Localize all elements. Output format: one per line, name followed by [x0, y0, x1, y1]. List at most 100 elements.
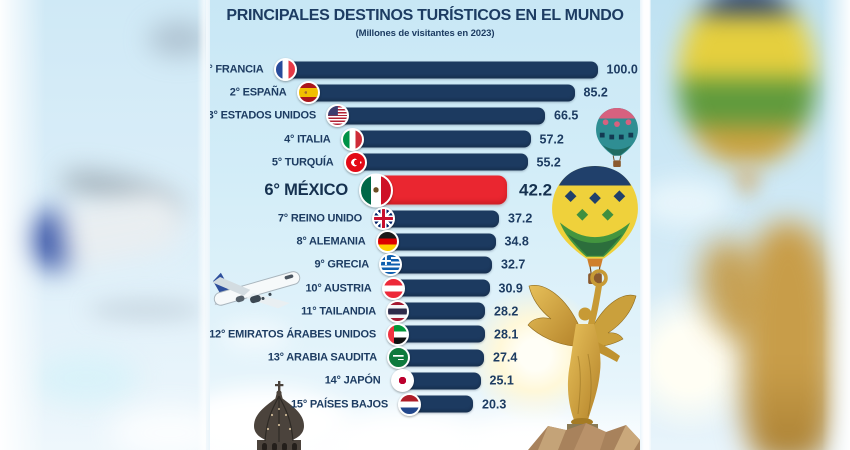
- chart-row: 10° AUSTRIA 30.9: [210, 276, 640, 300]
- gr-flag-icon: [379, 253, 402, 277]
- right-blurred-panel: [650, 0, 850, 450]
- country-label: 3° ESTADOS UNIDOS: [210, 109, 316, 122]
- bar-de: 8° ALEMANIA 34.8: [296, 230, 529, 254]
- value-label: 42.2: [519, 180, 553, 200]
- th-flag-icon: [386, 299, 409, 323]
- value-label: 37.2: [508, 211, 533, 226]
- bar-nl: 15° PAÍSES BAJOS 20.3: [291, 392, 506, 416]
- panel-divider-right: [640, 0, 651, 450]
- blurred-airplane-body: [21, 186, 189, 276]
- chart-row: 3° ESTADOS UNIDOS 66.5: [210, 104, 640, 128]
- value-label: 27.4: [493, 350, 518, 365]
- country-label: 15° PAÍSES BAJOS: [291, 398, 388, 411]
- country-label: 4° ITALIA: [284, 133, 331, 146]
- country-label: 6° MÉXICO: [264, 180, 348, 199]
- blurred-cloud: [110, 408, 206, 450]
- value-label: 55.2: [536, 155, 561, 170]
- us-flag-icon: [326, 104, 349, 128]
- panel-divider-left: [197, 0, 210, 450]
- bar-mx: 6° MÉXICO 42.2: [264, 173, 552, 208]
- jp-flag-icon: [390, 369, 414, 393]
- at-flag-icon: [381, 276, 405, 300]
- country-label: 8° ALEMANIA: [296, 235, 366, 248]
- bar-chart: 1° FRANCIA 100.0 2° ESPAÑA 85.2 3° ESTADOS U…: [210, 58, 640, 416]
- value-label: 28.2: [494, 304, 519, 319]
- value-label: 25.1: [489, 373, 514, 388]
- bar-fr: 1° FRANCIA 100.0: [210, 58, 638, 82]
- value-label: 85.2: [583, 85, 608, 100]
- tr-flag-icon: [343, 150, 367, 174]
- chart-panel: PRINCIPALES DESTINOS TURÍSTICOS EN EL MU…: [210, 0, 640, 450]
- chart-row: 6° MÉXICO 42.2: [210, 173, 640, 208]
- bar-gb: 7° REINO UNIDO 37.2: [278, 207, 532, 231]
- chart-row: 13° ARABIA SAUDITA 27.4: [210, 346, 640, 370]
- country-label: 7° REINO UNIDO: [277, 212, 362, 225]
- value-label: 28.1: [494, 327, 519, 342]
- airplane-icon: [212, 271, 301, 309]
- blurred-airplane-wing: [55, 161, 187, 225]
- blurred-hot-air-balloon: [678, 0, 816, 164]
- page-subtitle: (Millones de visitantes en 2023): [355, 28, 495, 39]
- blurred-text-ghost: [88, 300, 204, 320]
- value-label: 32.7: [501, 257, 526, 272]
- chart-row: 9° GRECIA 32.7: [210, 253, 640, 277]
- bar-gr: 9° GRECIA 32.7: [314, 253, 525, 277]
- value-label: 57.2: [539, 132, 564, 147]
- chart-row: 2° ESPAÑA 85.2: [210, 81, 640, 105]
- ae-flag-icon: [386, 322, 409, 346]
- hot-air-balloon-large-icon: [552, 165, 638, 285]
- hot-air-balloon-small-icon: [596, 107, 638, 168]
- chart-row: 5° TURQUÍA 55.2: [210, 150, 640, 174]
- bar-us: 3° ESTADOS UNIDOS 66.5: [210, 104, 578, 128]
- value-label: 34.8: [504, 234, 529, 249]
- bar-ae: 12° EMIRATOS ÁRABES UNIDOS 28.1: [210, 322, 518, 346]
- country-label: 9° GRECIA: [314, 258, 369, 271]
- bar-sa: 13° ARABIA SAUDITA 27.4: [268, 346, 517, 370]
- bar-tr: 5° TURQUÍA 55.2: [272, 150, 561, 174]
- left-blurred-panel: [0, 0, 206, 450]
- bar-jp: 14° JAPÓN 25.1: [325, 369, 514, 393]
- chart-row: 4° ITALIA 57.2: [210, 127, 640, 151]
- value-label: 20.3: [482, 397, 507, 412]
- nl-flag-icon: [398, 392, 421, 416]
- country-label: 14° JAPÓN: [324, 374, 381, 387]
- mx-flag-icon: [359, 173, 393, 208]
- chart-header: PRINCIPALES DESTINOS TURÍSTICOS EN EL MU…: [210, 7, 640, 39]
- chart-row: 8° ALEMANIA 34.8: [210, 230, 640, 254]
- church-dome-icon: [254, 381, 304, 450]
- fr-flag-icon: [273, 58, 297, 82]
- bar-at: 10° AUSTRIA 30.9: [306, 276, 523, 300]
- bar-es: 2° ESPAÑA 85.2: [230, 81, 608, 105]
- it-flag-icon: [340, 127, 364, 151]
- blurred-angel-wing: [687, 230, 783, 350]
- chart-row: 7° REINO UNIDO 37.2: [210, 207, 640, 231]
- es-flag-icon: [296, 81, 320, 105]
- chart-row: 15° PAÍSES BAJOS 20.3: [210, 392, 640, 416]
- blurred-cloud: [34, 352, 138, 404]
- bar-th: 11° TAILANDIA 28.2: [301, 299, 518, 323]
- blurred-sun-glow: [650, 280, 760, 440]
- country-label: 13° ARABIA SAUDITA: [267, 351, 377, 364]
- country-label: 1° FRANCIA: [210, 63, 264, 76]
- blurred-angel-statue: [742, 222, 834, 450]
- country-label: 11° TAILANDIA: [301, 305, 376, 318]
- de-flag-icon: [375, 230, 399, 254]
- blurred-cloud: [650, 180, 730, 226]
- chart-row: 12° EMIRATOS ÁRABES UNIDOS 28.1: [210, 322, 640, 346]
- value-label: 30.9: [498, 281, 523, 296]
- gb-flag-icon: [372, 207, 395, 231]
- country-label: 10° AUSTRIA: [305, 282, 372, 295]
- chart-row: 14° JAPÓN 25.1: [210, 369, 640, 393]
- page-title: PRINCIPALES DESTINOS TURÍSTICOS EN EL MU…: [226, 7, 624, 24]
- blurred-balloon-basket: [734, 162, 760, 196]
- chart-row: 11° TAILANDIA 28.2: [210, 299, 640, 323]
- value-label: 66.5: [554, 108, 579, 123]
- value-label: 100.0: [606, 62, 638, 77]
- country-label: 2° ESPAÑA: [229, 86, 287, 99]
- country-label: 12° EMIRATOS ÁRABES UNIDOS: [210, 328, 376, 341]
- cloud: [220, 322, 290, 350]
- chart-row: 1° FRANCIA 100.0: [210, 58, 640, 82]
- bar-it: 4° ITALIA 57.2: [284, 127, 564, 151]
- country-label: 5° TURQUÍA: [271, 156, 334, 169]
